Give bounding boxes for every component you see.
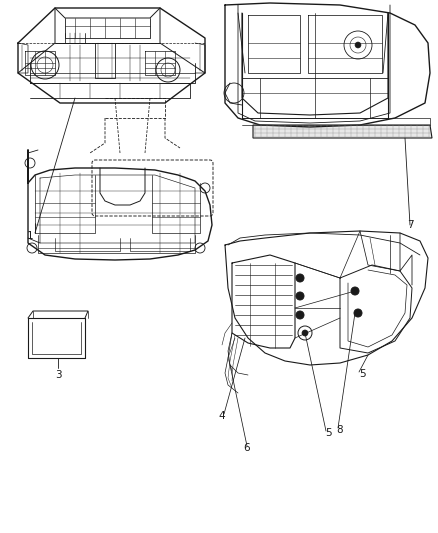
Circle shape — [351, 287, 359, 295]
Text: 3: 3 — [55, 370, 61, 380]
Text: 7: 7 — [407, 220, 413, 230]
Circle shape — [302, 330, 308, 336]
Circle shape — [296, 311, 304, 319]
Circle shape — [296, 292, 304, 300]
Text: 1: 1 — [27, 231, 33, 241]
Text: 6: 6 — [244, 443, 250, 453]
Text: 8: 8 — [337, 425, 343, 435]
Text: 5: 5 — [359, 369, 365, 379]
Circle shape — [354, 309, 362, 317]
Polygon shape — [253, 125, 432, 138]
Text: 4: 4 — [219, 411, 225, 421]
Circle shape — [296, 274, 304, 282]
Text: 5: 5 — [326, 428, 332, 438]
Circle shape — [355, 42, 361, 48]
